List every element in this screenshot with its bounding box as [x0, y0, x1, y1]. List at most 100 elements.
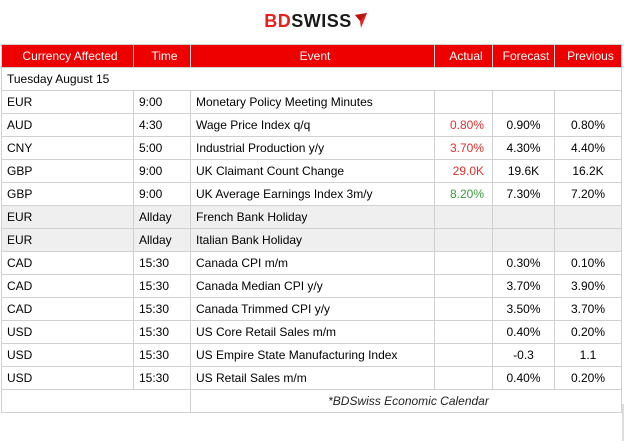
table-row: EUR 9:00 Monetary Policy Meeting Minutes	[1, 90, 622, 114]
header-forecast: Forecast	[492, 44, 555, 68]
cell-actual: 3.70%	[434, 136, 493, 160]
cell-forecast: 0.90%	[492, 113, 555, 137]
cell-actual	[434, 251, 493, 275]
table-row: GBP 9:00 UK Claimant Count Change 29.0K 19.6…	[1, 159, 622, 183]
cell-previous: 7.20%	[554, 182, 622, 206]
cell-event: Monetary Policy Meeting Minutes	[190, 90, 435, 114]
cell-actual	[434, 320, 493, 344]
cell-time: Allday	[133, 205, 191, 229]
cell-currency: USD	[1, 320, 134, 344]
cell-currency: USD	[1, 366, 134, 390]
cell-previous	[554, 228, 622, 252]
cell-event: Wage Price Index q/q	[190, 113, 435, 137]
cell-time: 4:30	[133, 113, 191, 137]
cell-currency: CNY	[1, 136, 134, 160]
table-row: USD 15:30 US Core Retail Sales m/m 0.40% 0.2…	[1, 320, 622, 344]
cell-previous	[554, 205, 622, 229]
cell-event: Canada Trimmed CPI y/y	[190, 297, 435, 321]
cell-actual	[434, 274, 493, 298]
cell-time: 9:00	[133, 90, 191, 114]
table-row: USD 15:30 US Empire State Manufacturing In…	[1, 343, 622, 367]
cell-forecast	[492, 205, 555, 229]
cell-actual	[434, 228, 493, 252]
cell-event: French Bank Holiday	[190, 205, 435, 229]
cell-event: Canada CPI m/m	[190, 251, 435, 275]
header-currency: Currency Affected	[1, 44, 134, 68]
cell-forecast: 4.30%	[492, 136, 555, 160]
economic-calendar-table: Currency Affected Time Event Actual Fore…	[1, 44, 622, 413]
cell-actual: 29.0K	[434, 159, 493, 183]
date-row: Tuesday August 15	[1, 67, 622, 91]
cell-currency: USD	[1, 343, 134, 367]
cell-forecast	[492, 228, 555, 252]
cell-forecast	[492, 90, 555, 114]
cell-time: Allday	[133, 228, 191, 252]
table-row: CAD 15:30 Canada Median CPI y/y 3.70% 3.90%	[1, 274, 622, 298]
note-spacer	[1, 389, 191, 413]
cell-actual	[434, 366, 493, 390]
table-header-row: Currency Affected Time Event Actual Fore…	[1, 44, 622, 68]
cell-currency: EUR	[1, 205, 134, 229]
cell-currency: GBP	[1, 182, 134, 206]
date-label: Tuesday August 15	[1, 67, 622, 91]
note-row: *BDSwiss Economic Calendar	[1, 389, 622, 413]
cell-forecast: 0.40%	[492, 366, 555, 390]
cell-currency: EUR	[1, 90, 134, 114]
cell-currency: EUR	[1, 228, 134, 252]
cell-actual	[434, 90, 493, 114]
header-actual: Actual	[434, 44, 493, 68]
cell-time: 15:30	[133, 297, 191, 321]
cell-time: 15:30	[133, 251, 191, 275]
source-note: *BDSwiss Economic Calendar	[190, 389, 622, 413]
cell-currency: CAD	[1, 251, 134, 275]
logo-text-swiss: SWISS	[291, 10, 352, 31]
cell-forecast: -0.3	[492, 343, 555, 367]
cell-previous: 16.2K	[554, 159, 622, 183]
cell-currency: CAD	[1, 274, 134, 298]
header-previous: Previous	[554, 44, 622, 68]
cell-previous: 0.20%	[554, 320, 622, 344]
brand-logo: BD SWISS	[0, 0, 624, 44]
cell-forecast: 7.30%	[492, 182, 555, 206]
cell-event: UK Claimant Count Change	[190, 159, 435, 183]
table-row: GBP 9:00 UK Average Earnings Index 3m/y 8.2…	[1, 182, 622, 206]
cell-actual	[434, 205, 493, 229]
cell-previous: 0.80%	[554, 113, 622, 137]
table-row: EUR Allday French Bank Holiday	[1, 205, 622, 229]
cell-actual	[434, 297, 493, 321]
cell-forecast: 19.6K	[492, 159, 555, 183]
cell-event: Italian Bank Holiday	[190, 228, 435, 252]
cell-actual: 8.20%	[434, 182, 493, 206]
header-event: Event	[190, 44, 435, 68]
table-row: CAD 15:30 Canada CPI m/m 0.30% 0.10%	[1, 251, 622, 275]
scroll-corner	[614, 404, 624, 441]
cell-currency: GBP	[1, 159, 134, 183]
table-row: CNY 5:00 Industrial Production y/y 3.70% 4.3…	[1, 136, 622, 160]
logo-arrow-icon	[354, 13, 367, 28]
cell-event: Canada Median CPI y/y	[190, 274, 435, 298]
cell-time: 9:00	[133, 159, 191, 183]
table-row: CAD 15:30 Canada Trimmed CPI y/y 3.50% 3.70%	[1, 297, 622, 321]
cell-time: 15:30	[133, 274, 191, 298]
table-row: EUR Allday Italian Bank Holiday	[1, 228, 622, 252]
table-row: USD 15:30 US Retail Sales m/m 0.40% 0.20%	[1, 366, 622, 390]
header-time: Time	[133, 44, 191, 68]
cell-actual	[434, 343, 493, 367]
cell-event: US Core Retail Sales m/m	[190, 320, 435, 344]
cell-currency: AUD	[1, 113, 134, 137]
cell-previous: 0.20%	[554, 366, 622, 390]
cell-event: UK Average Earnings Index 3m/y	[190, 182, 435, 206]
cell-forecast: 0.40%	[492, 320, 555, 344]
cell-forecast: 0.30%	[492, 251, 555, 275]
cell-event: US Empire State Manufacturing Index	[190, 343, 435, 367]
table-row: AUD 4:30 Wage Price Index q/q 0.80% 0.90% 0.8…	[1, 113, 622, 137]
cell-previous: 3.70%	[554, 297, 622, 321]
logo-text-bd: BD	[264, 10, 292, 31]
cell-previous: 3.90%	[554, 274, 622, 298]
cell-time: 15:30	[133, 366, 191, 390]
cell-previous: 1.1	[554, 343, 622, 367]
cell-previous	[554, 90, 622, 114]
cell-event: US Retail Sales m/m	[190, 366, 435, 390]
cell-currency: CAD	[1, 297, 134, 321]
cell-time: 15:30	[133, 343, 191, 367]
